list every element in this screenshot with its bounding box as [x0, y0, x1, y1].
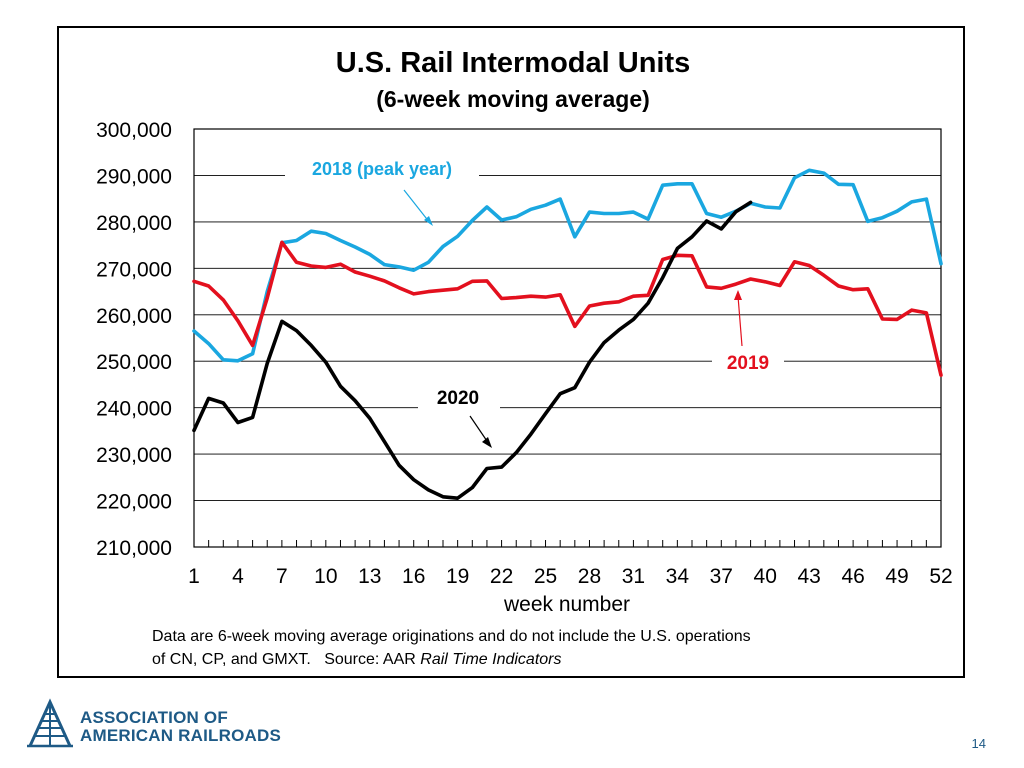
x-tick-label: 49	[885, 565, 908, 588]
plot-area	[193, 128, 942, 548]
annotation-2020-label: 2020	[437, 388, 479, 409]
chart-subtitle: (6-week moving average)	[376, 86, 650, 112]
series-line-2019	[192, 240, 943, 378]
x-tick-label: 4	[232, 565, 244, 588]
x-tick-label: 43	[797, 565, 820, 588]
x-axis-ticks: 1 4 7 10 13 16 19 22 25 28 31 34 37 40 43 46 49 52	[188, 565, 953, 588]
x-tick-label: 46	[841, 565, 864, 588]
aar-logo: ASSOCIATION OF AMERICAN RAILROADS	[24, 698, 281, 754]
annotation-2020-arrowhead	[482, 437, 492, 448]
annotation-2020: 2020	[418, 385, 500, 448]
logo-text-line-2: AMERICAN RAILROADS	[80, 726, 281, 745]
annotation-2018: 2018 (peak year)	[285, 156, 479, 226]
x-tick-label: 22	[490, 565, 513, 588]
y-tick-label: 230,000	[96, 444, 172, 467]
annotation-2019-arrow	[737, 295, 743, 347]
y-tick-label: 270,000	[96, 258, 172, 281]
annotation-2018-label: 2018 (peak year)	[312, 159, 452, 179]
x-tick-label: 28	[578, 565, 601, 588]
x-tick-label: 7	[276, 565, 288, 588]
y-tick-label: 240,000	[96, 398, 172, 421]
x-tick-label: 31	[622, 565, 645, 588]
annotation-2019-arrowhead	[734, 290, 742, 300]
x-tick-label: 19	[446, 565, 469, 588]
x-tick-label: 52	[929, 565, 952, 588]
annotation-2019: 2019	[712, 290, 784, 374]
annotation-2018-arrowhead	[424, 216, 433, 226]
y-tick-label: 210,000	[96, 537, 172, 560]
x-axis-label: week number	[503, 593, 630, 616]
footnote-source: Rail Time Indicators	[420, 651, 562, 668]
page-number: 14	[971, 736, 986, 751]
footnote-line-1: Data are 6-week moving average originati…	[152, 628, 751, 645]
y-tick-label: 250,000	[96, 351, 172, 374]
chart: U.S. Rail Intermodal Units (6-week movin…	[96, 47, 953, 616]
x-tick-label: 34	[666, 565, 690, 588]
logo-text-line-1: ASSOCIATION OF	[80, 708, 228, 727]
footnote-line-2: of CN, CP, and GMXT. Source: AAR Rail Ti…	[152, 651, 562, 669]
chart-title: U.S. Rail Intermodal Units	[336, 47, 691, 79]
series-lines	[192, 168, 943, 501]
footnote-prefix: of CN, CP, and GMXT. Source: AAR	[152, 651, 421, 668]
x-tick-label: 37	[710, 565, 733, 588]
y-tick-label: 280,000	[96, 212, 172, 235]
y-axis-ticks: 300,000 290,000 280,000 270,000 260,000 250,0…	[96, 119, 172, 560]
y-tick-label: 290,000	[96, 165, 172, 188]
y-tick-label: 300,000	[96, 119, 172, 142]
x-tick-marks	[193, 540, 942, 547]
x-tick-label: 16	[402, 565, 425, 588]
x-tick-label: 1	[188, 565, 200, 588]
series-line-2020	[192, 200, 753, 501]
chart-frame	[57, 26, 965, 678]
x-tick-label: 13	[358, 565, 381, 588]
series-line-2018-peak-year	[192, 168, 943, 363]
y-tick-label: 220,000	[96, 491, 172, 514]
x-tick-label: 25	[534, 565, 557, 588]
y-tick-label: 260,000	[96, 305, 172, 328]
x-tick-label: 40	[754, 565, 777, 588]
x-tick-label: 10	[314, 565, 337, 588]
railroad-track-icon	[27, 698, 73, 748]
annotation-2018-arrow	[403, 189, 431, 224]
annotation-2019-label: 2019	[727, 353, 769, 374]
